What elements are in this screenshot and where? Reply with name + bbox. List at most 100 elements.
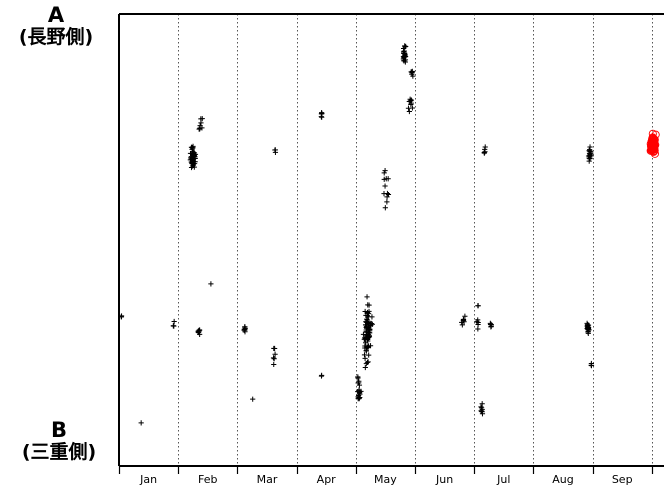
x-axis-ticks: Jan Feb Mar Apr May Jun Jul Aug Sep: [118, 466, 654, 486]
bottom-end-label: B (三重側): [0, 419, 118, 463]
circle-data-point: [648, 143, 657, 153]
cross-data-point: [365, 359, 371, 365]
cross-data-point: [241, 326, 247, 332]
cross-data-point: [356, 390, 363, 396]
cross-data-point: [363, 340, 369, 346]
x-tick-label: Sep: [612, 473, 633, 486]
cross-data-point: [475, 321, 481, 328]
cross-data-point: [364, 294, 370, 300]
cross-data-point: [208, 281, 214, 287]
cross-data-point: [365, 302, 371, 308]
cross-data-point: [381, 191, 387, 197]
top-end-label: A (長野側): [0, 4, 112, 48]
cross-data-point: [479, 401, 485, 407]
cross-data-point: [190, 145, 196, 151]
circle-data-point: [649, 141, 658, 150]
cross-data-point: [402, 52, 408, 58]
cross-data-point: [384, 199, 390, 205]
cross-data-point: [188, 164, 195, 171]
cross-data-point: [410, 73, 416, 79]
bottom-end-letter: B: [50, 418, 67, 442]
cross-data-point: [382, 167, 388, 174]
cross-data-point: [479, 409, 485, 415]
cross-data-point: [362, 364, 368, 371]
cross-data-point: [272, 149, 279, 156]
cross-data-point: [408, 100, 414, 106]
cross-data-point: [369, 314, 375, 320]
cross-data-point: [272, 147, 278, 153]
cross-data-point: [587, 155, 593, 161]
cross-data-point: [271, 356, 277, 362]
cross-data-point: [400, 45, 407, 52]
cross-data-point: [459, 319, 465, 326]
cross-data-point: [196, 329, 202, 336]
cross-data-point: [355, 380, 361, 386]
cross-data-point: [481, 149, 487, 156]
cross-data-point: [385, 191, 392, 198]
cross-data-point: [365, 321, 371, 327]
cross-data-point: [365, 311, 372, 317]
data-points: [118, 43, 660, 426]
cross-data-point: [361, 352, 368, 358]
cross-data-point: [272, 351, 278, 357]
x-tick-label: May: [374, 473, 397, 486]
cross-data-point: [318, 373, 325, 379]
cross-data-point: [170, 323, 176, 329]
cross-data-point: [462, 313, 468, 319]
x-tick-label: Jun: [435, 473, 453, 486]
cross-data-point: [363, 348, 369, 354]
bottom-end-text: (三重側): [21, 441, 97, 463]
cross-data-point: [382, 183, 388, 189]
month-gridlines: [178, 14, 653, 466]
top-end-text: (長野側): [18, 26, 94, 48]
cross-data-point: [355, 375, 361, 381]
cross-data-point: [584, 322, 591, 328]
cross-data-point: [250, 396, 256, 402]
cross-data-point: [381, 170, 387, 176]
chart-axes: [118, 13, 664, 467]
cross-data-point: [364, 333, 370, 339]
cross-data-point: [198, 120, 204, 126]
cross-data-point: [482, 144, 488, 150]
x-tick-label: Jan: [139, 473, 157, 486]
cross-data-point: [585, 325, 592, 332]
cross-data-point: [475, 303, 481, 309]
cross-data-point: [190, 150, 196, 156]
cross-data-point: [402, 43, 408, 49]
cross-data-point: [383, 176, 389, 182]
cross-data-point: [487, 320, 493, 326]
cross-data-point: [271, 361, 277, 368]
cross-data-point: [459, 322, 465, 328]
cross-data-point: [138, 420, 144, 426]
cross-data-point: [409, 69, 415, 75]
cross-data-point: [406, 108, 412, 115]
cross-data-point: [382, 205, 388, 211]
cross-data-point: [364, 359, 371, 365]
cross-data-point: [197, 123, 203, 129]
cross-data-point: [478, 404, 484, 410]
x-tick-label: Mar: [257, 473, 278, 486]
cross-data-point: [190, 157, 196, 164]
cross-data-point: [588, 363, 595, 369]
cross-data-point: [270, 355, 277, 361]
cross-data-point: [242, 329, 248, 335]
cross-data-point: [272, 345, 278, 352]
cross-data-point: [362, 355, 368, 362]
cross-data-point: [367, 326, 373, 332]
cross-data-point: [364, 344, 370, 350]
cross-data-point: [488, 324, 494, 330]
x-tick-label: Apr: [317, 473, 337, 486]
cross-data-point: [400, 56, 406, 62]
cross-data-point: [363, 324, 369, 330]
cross-data-point: [319, 114, 325, 120]
cross-data-point: [356, 396, 362, 402]
x-tick-label: Feb: [198, 473, 217, 486]
x-tick-label: Aug: [552, 473, 573, 486]
cross-data-point: [171, 318, 177, 325]
circle-data-point: [648, 138, 658, 147]
cross-data-point: [585, 329, 591, 335]
cross-data-point: [409, 105, 416, 111]
top-end-letter: A: [47, 3, 65, 27]
cross-data-point: [475, 326, 481, 332]
